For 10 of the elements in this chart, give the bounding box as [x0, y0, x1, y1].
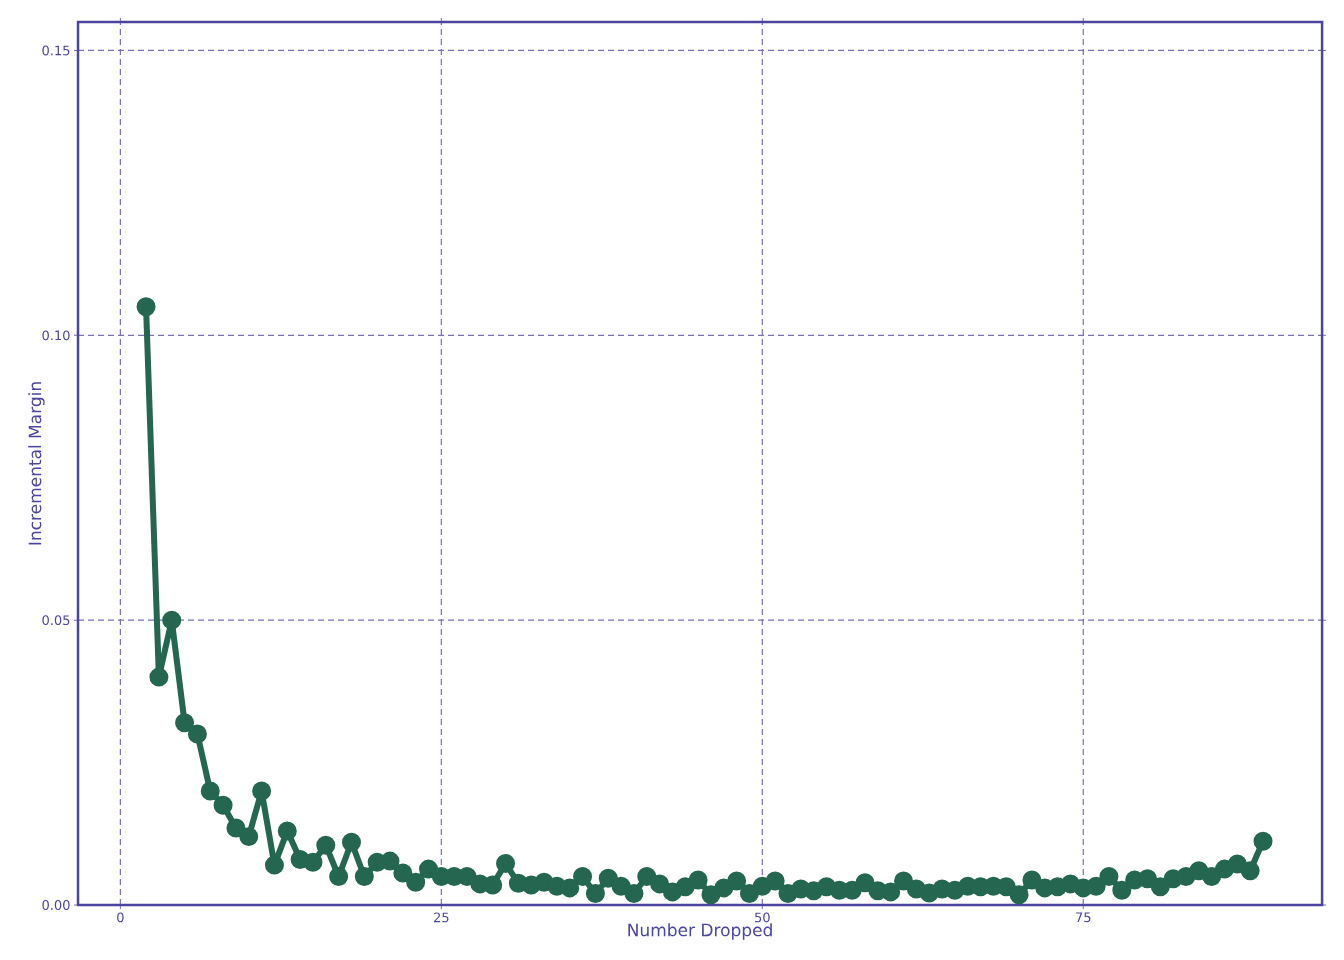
- x-tick-label: 25: [434, 912, 449, 923]
- x-tick-label: 75: [1076, 912, 1091, 923]
- y-tick-label: 0.15: [42, 45, 70, 56]
- y-tick-label: 0.05: [42, 615, 70, 626]
- y-tick-label: 0.10: [42, 330, 70, 341]
- x-tick-label: 0: [117, 912, 124, 923]
- y-tick-label: 0.00: [42, 900, 70, 910]
- x-axis-title: Number Dropped: [628, 923, 772, 940]
- x-tick-label: 50: [755, 912, 770, 923]
- y-axis-title: Incremental Margin: [28, 382, 45, 545]
